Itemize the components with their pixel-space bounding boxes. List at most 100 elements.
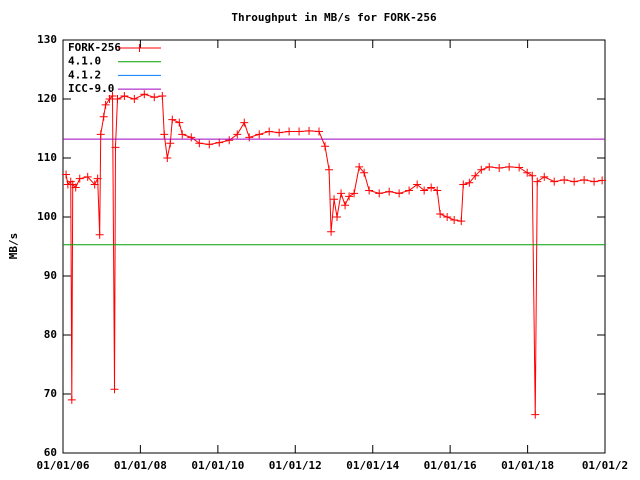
- point-marker: [365, 186, 374, 195]
- y-tick-label: 130: [37, 33, 57, 46]
- point-marker: [385, 187, 394, 196]
- point-marker: [130, 95, 139, 103]
- y-tick-label: 70: [44, 387, 57, 400]
- y-tick-label: 110: [37, 151, 57, 164]
- point-marker: [275, 128, 284, 137]
- x-tick-label: 01/01/08: [114, 459, 167, 472]
- chart-title: Throughput in MB/s for FORK-256: [231, 11, 437, 24]
- x-tick-label: 01/01/16: [424, 459, 477, 472]
- point-marker: [158, 92, 167, 101]
- point-marker: [140, 90, 149, 99]
- point-marker: [111, 143, 120, 152]
- point-marker: [245, 133, 254, 142]
- point-marker: [457, 217, 466, 226]
- point-marker: [330, 195, 339, 204]
- point-marker: [436, 210, 445, 219]
- point-marker: [96, 130, 105, 139]
- point-marker: [515, 163, 524, 172]
- point-marker: [90, 180, 99, 189]
- point-marker: [120, 92, 129, 101]
- point-marker: [160, 130, 169, 139]
- point-marker: [477, 165, 486, 174]
- legend-label: ICC-9.0: [68, 82, 114, 95]
- point-marker: [62, 170, 71, 179]
- point-marker: [110, 385, 119, 394]
- y-axis-label: MB/s: [7, 233, 20, 260]
- point-marker: [533, 177, 542, 186]
- point-marker: [108, 92, 117, 101]
- point-marker: [163, 154, 172, 162]
- point-marker: [355, 162, 364, 171]
- point-marker: [95, 230, 104, 239]
- y-tick-label: 120: [37, 92, 57, 105]
- point-marker: [166, 139, 175, 148]
- point-marker: [285, 127, 294, 136]
- point-marker: [350, 189, 359, 198]
- x-tick-label: 01/01/18: [501, 459, 554, 472]
- point-marker: [178, 130, 187, 139]
- point-marker: [375, 189, 384, 198]
- legend-label: 4.1.2: [68, 68, 101, 81]
- point-marker: [83, 172, 92, 181]
- point-marker: [295, 127, 304, 136]
- point-marker: [315, 127, 323, 136]
- plot-frame: [62, 39, 606, 454]
- point-marker: [523, 168, 532, 177]
- legend-marker: [135, 44, 144, 52]
- point-marker: [150, 93, 159, 102]
- point-marker: [465, 178, 474, 187]
- series-line: [65, 93, 603, 415]
- point-marker: [71, 183, 80, 192]
- point-marker: [337, 189, 346, 198]
- point-marker: [528, 171, 537, 180]
- point-marker: [550, 177, 559, 186]
- x-tick-label: 01/01/12: [269, 459, 322, 472]
- point-marker: [590, 177, 599, 186]
- point-marker: [598, 176, 607, 185]
- point-marker: [427, 183, 436, 192]
- point-marker: [580, 175, 589, 184]
- point-marker: [101, 100, 110, 109]
- point-marker: [321, 142, 330, 151]
- x-tick-label: 01/01/10: [191, 459, 244, 472]
- point-marker: [495, 164, 504, 173]
- point-marker: [175, 118, 184, 127]
- point-marker: [540, 172, 549, 181]
- legend-label: FORK-256: [68, 41, 121, 54]
- point-marker: [168, 115, 177, 124]
- legend-label: 4.1.0: [68, 55, 101, 68]
- point-marker: [305, 126, 314, 135]
- y-tick-label: 60: [44, 446, 57, 459]
- point-marker: [560, 175, 569, 184]
- point-marker: [225, 136, 234, 145]
- point-marker: [93, 174, 102, 183]
- point-marker: [459, 180, 468, 189]
- x-tick-label: 01/01/2: [582, 459, 628, 472]
- point-marker: [345, 192, 354, 201]
- point-marker: [325, 165, 334, 174]
- point-marker: [233, 130, 242, 139]
- point-marker: [405, 186, 414, 195]
- point-marker: [433, 186, 442, 195]
- point-marker: [505, 162, 514, 171]
- point-marker: [395, 189, 404, 198]
- point-marker: [531, 410, 540, 419]
- point-marker: [485, 162, 494, 171]
- point-marker: [570, 177, 579, 186]
- point-marker: [265, 127, 274, 136]
- point-marker: [471, 171, 480, 180]
- point-marker: [215, 138, 224, 147]
- point-marker: [413, 180, 422, 189]
- point-marker: [195, 139, 204, 148]
- point-marker: [75, 174, 84, 183]
- point-marker: [360, 168, 369, 177]
- point-marker: [443, 213, 452, 221]
- point-marker: [205, 140, 214, 149]
- point-marker: [113, 95, 122, 103]
- point-marker: [341, 201, 350, 210]
- point-marker: [420, 186, 429, 195]
- y-tick-label: 100: [37, 210, 57, 223]
- x-tick-label: 01/01/14: [346, 459, 399, 472]
- x-tick-label: 01/01/06: [37, 459, 90, 472]
